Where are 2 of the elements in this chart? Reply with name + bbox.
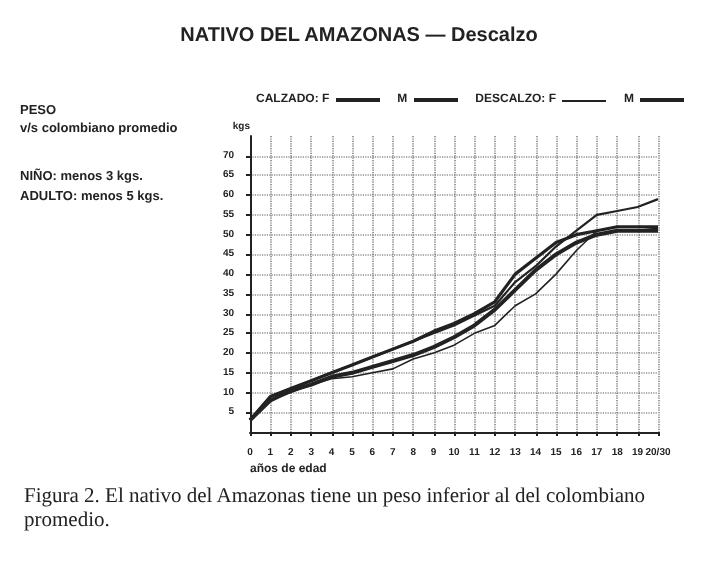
text: Figura 2. El nativo del Amazonas tiene un peso inferior al del colombiano promedio. [24,486,648,534]
chart-title: NATIVO DEL AMAZONAS — Descalzo [180,25,538,47]
